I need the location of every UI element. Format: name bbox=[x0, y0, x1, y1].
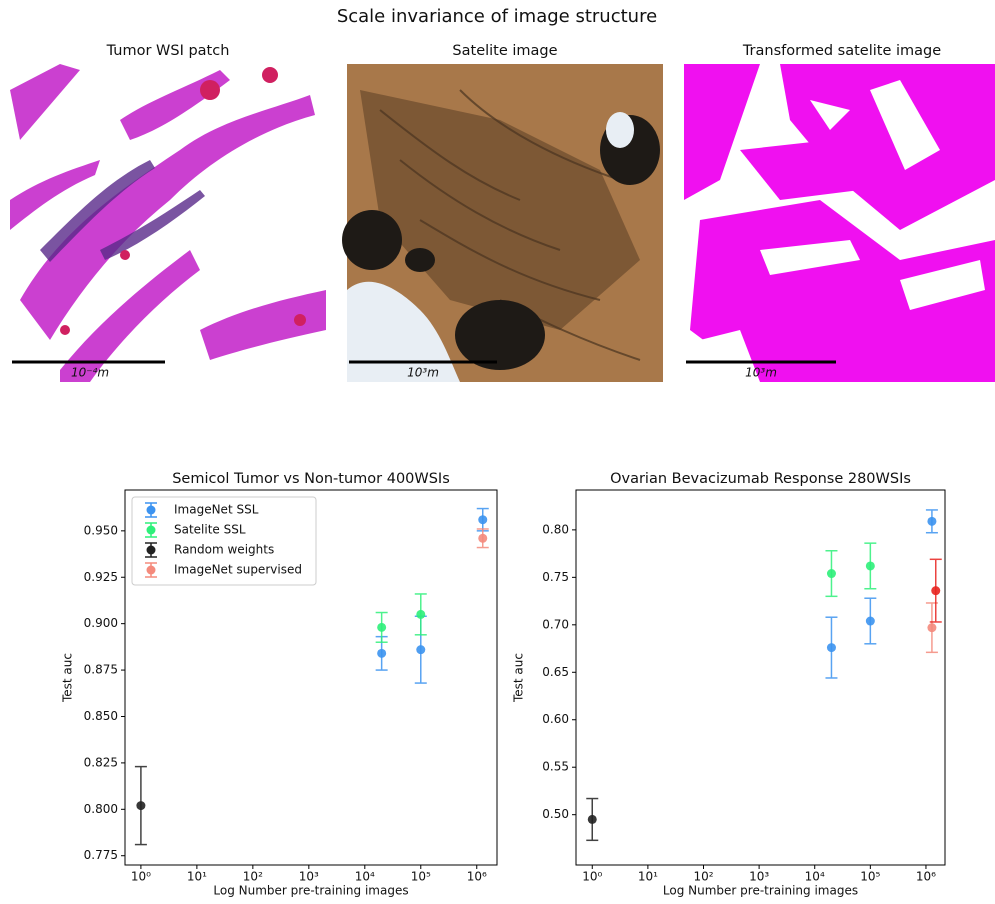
x-tick-label: 10⁶ bbox=[916, 870, 936, 884]
panel-image bbox=[342, 64, 663, 382]
plot-area bbox=[124, 489, 498, 866]
legend bbox=[131, 496, 317, 586]
x-tick-label: 10⁰ bbox=[582, 870, 602, 884]
x-tick-label: 10⁵ bbox=[860, 870, 880, 884]
x-tick-label: 10³ bbox=[299, 870, 319, 884]
legend-swatch bbox=[146, 505, 156, 515]
point bbox=[865, 616, 875, 626]
y-axis-label: Test auc bbox=[61, 653, 75, 703]
plot-area bbox=[575, 489, 946, 866]
panel-title: Transformed satelite image bbox=[742, 43, 941, 59]
legend-label: Random weights bbox=[174, 543, 274, 557]
point bbox=[927, 623, 937, 633]
point bbox=[136, 801, 146, 811]
panel-title: Tumor WSI patch bbox=[106, 43, 230, 59]
x-axis-label: Log Number pre-training images bbox=[213, 884, 408, 898]
point bbox=[377, 622, 387, 632]
point bbox=[931, 586, 941, 596]
y-tick-label: 0.70 bbox=[542, 617, 569, 631]
figure-title: Scale invariance of image structure bbox=[337, 6, 657, 27]
legend-label: ImageNet SSL bbox=[174, 503, 259, 517]
x-tick-label: 10² bbox=[693, 870, 713, 884]
y-tick-label: 0.950 bbox=[84, 523, 118, 537]
y-tick-label: 0.775 bbox=[84, 848, 118, 862]
x-tick-label: 10¹ bbox=[638, 870, 658, 884]
y-tick-label: 0.50 bbox=[542, 807, 569, 821]
y-tick-label: 0.900 bbox=[84, 616, 118, 630]
scale-label: 10³m bbox=[407, 366, 439, 380]
y-tick-label: 0.850 bbox=[84, 709, 118, 723]
y-tick-label: 0.800 bbox=[84, 802, 118, 816]
x-tick-label: 10¹ bbox=[187, 870, 207, 884]
x-tick-label: 10³ bbox=[749, 870, 769, 884]
y-tick-label: 0.55 bbox=[542, 760, 569, 774]
point bbox=[826, 643, 836, 653]
y-tick-label: 0.825 bbox=[84, 755, 118, 769]
point bbox=[416, 609, 426, 619]
y-tick-label: 0.60 bbox=[542, 712, 569, 726]
point bbox=[826, 569, 836, 579]
y-tick-label: 0.875 bbox=[84, 663, 118, 677]
legend-swatch bbox=[146, 525, 156, 535]
y-axis-label: Test auc bbox=[512, 653, 526, 703]
point bbox=[478, 515, 488, 525]
legend-swatch bbox=[146, 545, 156, 555]
x-tick-label: 10⁶ bbox=[467, 870, 487, 884]
x-tick-label: 10⁴ bbox=[355, 870, 375, 884]
point bbox=[865, 561, 875, 571]
legend-label: ImageNet supervised bbox=[174, 563, 302, 577]
point bbox=[587, 814, 597, 824]
chart-title: Ovarian Bevacizumab Response 280WSIs bbox=[610, 471, 911, 487]
point bbox=[377, 648, 387, 658]
panel-image bbox=[684, 64, 995, 382]
y-tick-label: 0.75 bbox=[542, 570, 569, 584]
scale-label: 10⁻⁴m bbox=[71, 366, 109, 380]
panel-image bbox=[10, 64, 326, 382]
x-tick-label: 10⁴ bbox=[805, 870, 825, 884]
y-tick-label: 0.65 bbox=[542, 665, 569, 679]
point bbox=[927, 516, 937, 526]
legend-swatch bbox=[146, 565, 156, 575]
x-tick-label: 10⁰ bbox=[131, 870, 151, 884]
panel-title: Satelite image bbox=[452, 43, 557, 59]
x-tick-label: 10⁵ bbox=[411, 870, 431, 884]
legend-label: Satelite SSL bbox=[174, 523, 246, 537]
y-tick-label: 0.925 bbox=[84, 570, 118, 584]
x-tick-label: 10² bbox=[243, 870, 263, 884]
scale-label: 10³m bbox=[745, 366, 777, 380]
point bbox=[416, 645, 426, 655]
point bbox=[478, 533, 488, 543]
y-tick-label: 0.80 bbox=[542, 522, 569, 536]
x-axis-label: Log Number pre-training images bbox=[663, 884, 858, 898]
chart-title: Semicol Tumor vs Non-tumor 400WSIs bbox=[172, 471, 450, 487]
